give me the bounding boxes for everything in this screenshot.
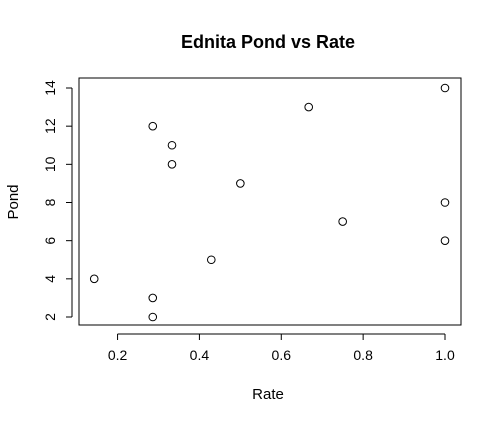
data-point: [440, 83, 450, 93]
x-tick-label: 0.6: [272, 347, 292, 363]
data-point: [440, 236, 450, 245]
data-point: [338, 217, 347, 226]
x-tick-label: 0.4: [190, 347, 210, 363]
y-tick-label: 4: [42, 275, 58, 283]
data-point: [440, 198, 450, 207]
x-tick-label: 0.2: [108, 347, 128, 363]
y-tick-label: 12: [42, 118, 58, 134]
x-axis: 0.2 0.4 0.6 0.8 1.0: [108, 333, 455, 363]
data-point: [148, 312, 158, 322]
plot-area: [78, 77, 462, 326]
data-point: [89, 274, 99, 284]
data-point: [206, 255, 216, 265]
data-points: [89, 83, 450, 322]
y-axis-title: Pond: [5, 184, 22, 219]
y-axis: 2 4 6 8 10 12 14: [42, 80, 73, 321]
data-point: [148, 293, 158, 303]
x-tick-label: 1.0: [435, 347, 455, 363]
y-tick-label: 14: [42, 80, 58, 96]
chart-title: Ednita Pond vs Rate: [181, 32, 355, 52]
x-tick-label: 0.8: [353, 347, 373, 363]
data-point: [167, 160, 177, 169]
data-point: [236, 179, 245, 188]
data-point: [304, 102, 314, 112]
y-tick-label: 2: [42, 313, 58, 321]
data-point: [167, 140, 177, 150]
data-point: [148, 121, 158, 131]
y-tick-label: 10: [42, 156, 58, 172]
x-axis-title: Rate: [252, 386, 284, 403]
y-tick-label: 6: [42, 237, 58, 245]
y-tick-label: 8: [42, 198, 58, 206]
